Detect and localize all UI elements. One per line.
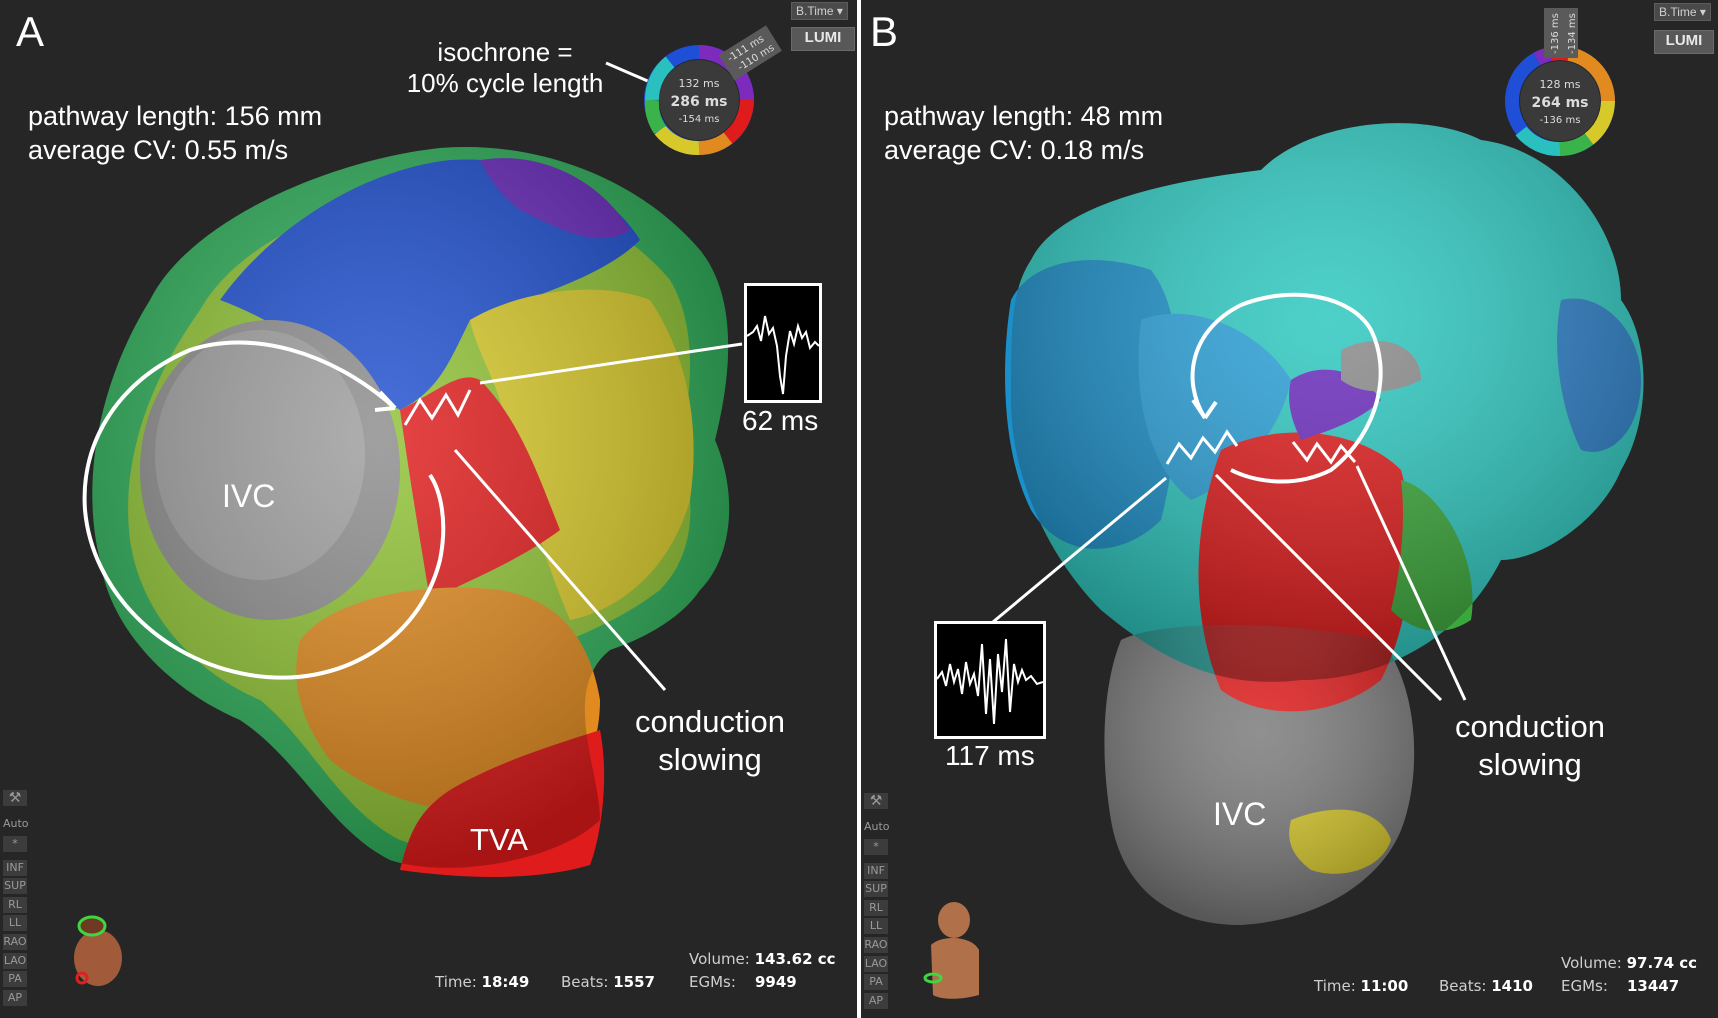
beats-readout-b: Beats: 1410 xyxy=(1439,977,1533,995)
ivc-label-a: IVC xyxy=(222,478,276,514)
view-pa-button-a[interactable]: PA xyxy=(3,971,27,987)
ring-top-value-b: 128 ms xyxy=(1540,78,1581,91)
ring-tag1-b: -136 ms xyxy=(1550,13,1561,54)
reentry-circuit-arrow-b xyxy=(1190,292,1383,484)
hammer-icon-b[interactable]: ⚒ xyxy=(864,793,888,809)
view-lao-button-a[interactable]: LAO xyxy=(3,953,27,969)
view-rao-button-b[interactable]: RAO xyxy=(864,937,888,953)
view-ap-button-a[interactable]: AP xyxy=(3,990,27,1006)
average-cv-a: average CV: 0.55 m/s xyxy=(28,135,289,165)
star-button-a[interactable]: * xyxy=(3,836,27,852)
arrowhead-b xyxy=(1191,398,1218,420)
egms-readout-a: EGMs: 9949 xyxy=(689,973,797,991)
ivc-label-b: IVC xyxy=(1213,796,1267,832)
time-readout-a: Time: 18:49 xyxy=(435,973,530,991)
hammer-icon-a[interactable]: ⚒ xyxy=(3,790,27,806)
isochrone-label: isochrone = 10% cycle length xyxy=(406,37,604,98)
panel-letter-b: B xyxy=(870,8,899,55)
reentry-circuit-arrow xyxy=(82,340,446,680)
ring-tag2-b: -134 ms xyxy=(1567,13,1578,54)
arrowhead-a xyxy=(374,390,397,412)
activation-map-b[interactable]: 128 ms 264 ms -136 ms -136 ms -134 ms xyxy=(861,0,1718,1018)
beats-readout-a: Beats: 1557 xyxy=(561,973,655,991)
volume-readout-b: Volume: 97.74 cc xyxy=(1561,954,1698,972)
egm-leader-line-b xyxy=(992,476,1167,624)
star-button-b[interactable]: * xyxy=(864,839,888,855)
egm-trace-box-a xyxy=(744,283,822,403)
view-rl-button-b[interactable]: RL xyxy=(864,900,888,916)
egm-time-a: 62 ms xyxy=(742,405,819,436)
view-sup-button-a[interactable]: SUP xyxy=(3,878,27,894)
slowing-leader-line-a xyxy=(453,449,667,691)
view-rl-button-a[interactable]: RL xyxy=(3,897,27,913)
view-ap-button-b[interactable]: AP xyxy=(864,993,888,1009)
ring-center-value-a: 286 ms xyxy=(670,94,727,110)
auto-button-a[interactable]: Auto xyxy=(3,817,29,830)
isochrone-color-ring-a xyxy=(644,45,754,155)
view-inf-button-b[interactable]: INF xyxy=(864,863,888,879)
conduction-slowing-label-a: conduction slowing xyxy=(635,704,785,777)
slow-conduction-zigzag-b1 xyxy=(1165,429,1239,465)
pathway-length-a: pathway length: 156 mm xyxy=(28,101,323,131)
auto-button-b[interactable]: Auto xyxy=(864,820,890,833)
view-ll-button-b[interactable]: LL xyxy=(864,918,888,934)
ring-bottom-value-b: -136 ms xyxy=(1540,115,1581,126)
btime-dropdown-b[interactable]: B.Time ▾ xyxy=(1654,3,1711,21)
btime-dropdown-a[interactable]: B.Time ▾ xyxy=(791,2,848,20)
activation-map-a[interactable]: 132 ms 286 ms -154 ms -111 ms -110 ms xyxy=(0,0,857,1018)
volume-readout-a: Volume: 143.62 cc xyxy=(689,950,836,968)
slow-conduction-zigzag-a xyxy=(403,389,472,426)
conduction-slowing-label-b: conduction slowing xyxy=(1455,709,1605,782)
slowing-leader-line-b2 xyxy=(1355,465,1467,701)
time-readout-b: Time: 11:00 xyxy=(1314,977,1409,995)
egm-trace-box-b xyxy=(934,621,1046,739)
view-inf-button-a[interactable]: INF xyxy=(3,860,27,876)
egm-leader-line-a xyxy=(479,342,743,385)
egm-waveform-b xyxy=(937,638,1043,725)
average-cv-b: average CV: 0.18 m/s xyxy=(884,135,1145,165)
panel-a: 132 ms 286 ms -154 ms -111 ms -110 ms A … xyxy=(0,0,857,1018)
orientation-heart-icon-a[interactable] xyxy=(74,915,122,986)
slow-conduction-zigzag-b2 xyxy=(1291,441,1357,465)
egm-time-b: 117 ms xyxy=(945,740,1035,771)
orientation-torso-icon-b[interactable] xyxy=(923,902,979,999)
view-ll-button-a[interactable]: LL xyxy=(3,915,27,931)
egms-readout-b: EGMs: 13447 xyxy=(1561,977,1680,995)
ring-bottom-value-a: -154 ms xyxy=(679,114,720,125)
slowing-leader-line-b1 xyxy=(1214,473,1443,702)
egm-waveform-a xyxy=(747,315,819,395)
panel-b: 128 ms 264 ms -136 ms -136 ms -134 ms B … xyxy=(861,0,1718,1018)
view-sup-button-b[interactable]: SUP xyxy=(864,881,888,897)
lumi-button-a[interactable]: LUMI xyxy=(791,27,855,51)
isochrone-leader-line xyxy=(605,61,651,84)
pathway-length-b: pathway length: 48 mm xyxy=(884,101,1164,131)
view-pa-button-b[interactable]: PA xyxy=(864,974,888,990)
ring-center-value-b: 264 ms xyxy=(1531,95,1588,111)
ring-top-value-a: 132 ms xyxy=(679,77,720,90)
panel-letter-a: A xyxy=(16,8,45,55)
tva-label-a: TVA xyxy=(470,822,528,857)
view-lao-button-b[interactable]: LAO xyxy=(864,956,888,972)
lumi-button-b[interactable]: LUMI xyxy=(1654,30,1714,54)
view-rao-button-a[interactable]: RAO xyxy=(3,934,27,950)
